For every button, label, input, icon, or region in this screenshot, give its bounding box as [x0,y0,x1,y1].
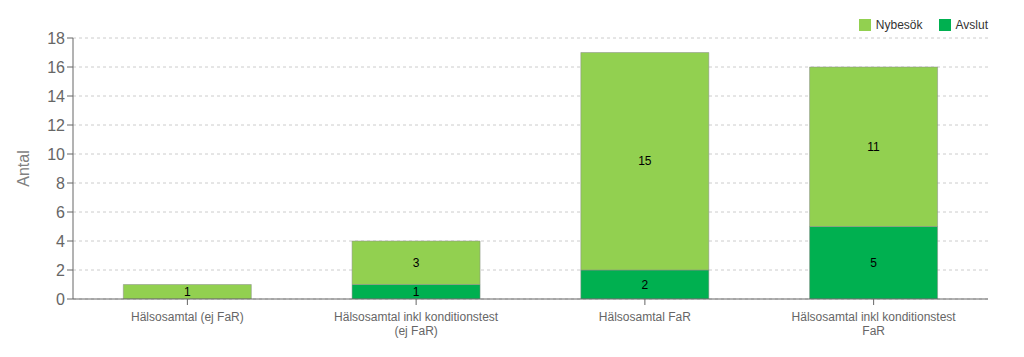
svg-text:2: 2 [56,262,65,279]
svg-text:Hälsosamtal inkl konditionstes: Hälsosamtal inkl konditionstestFaR [792,310,957,338]
svg-text:11: 11 [867,140,880,154]
svg-text:8: 8 [56,175,65,192]
svg-text:5: 5 [870,256,877,270]
svg-text:1: 1 [413,285,420,299]
svg-text:3: 3 [413,256,420,270]
svg-text:0: 0 [56,291,65,308]
svg-text:Hälsosamtal inkl konditionstes: Hälsosamtal inkl konditionstest(ej FaR) [334,310,499,338]
svg-text:16: 16 [47,59,65,76]
svg-text:2: 2 [641,278,648,292]
svg-text:Antal: Antal [15,150,32,186]
svg-text:4: 4 [56,233,65,250]
svg-text:Hälsosamtal FaR: Hälsosamtal FaR [599,310,691,324]
html-text:Avslut: Avslut [955,18,988,32]
html-text:Nybesök: Nybesök [875,18,923,32]
svg-text:14: 14 [47,88,65,105]
svg-text:18: 18 [47,30,65,47]
svg-text:15: 15 [638,154,652,168]
svg-text:12: 12 [47,117,65,134]
svg-text:Hälsosamtal (ej FaR): Hälsosamtal (ej FaR) [131,310,244,324]
svg-text:6: 6 [56,204,65,221]
svg-text:10: 10 [47,146,65,163]
svg-text:1: 1 [184,285,191,299]
